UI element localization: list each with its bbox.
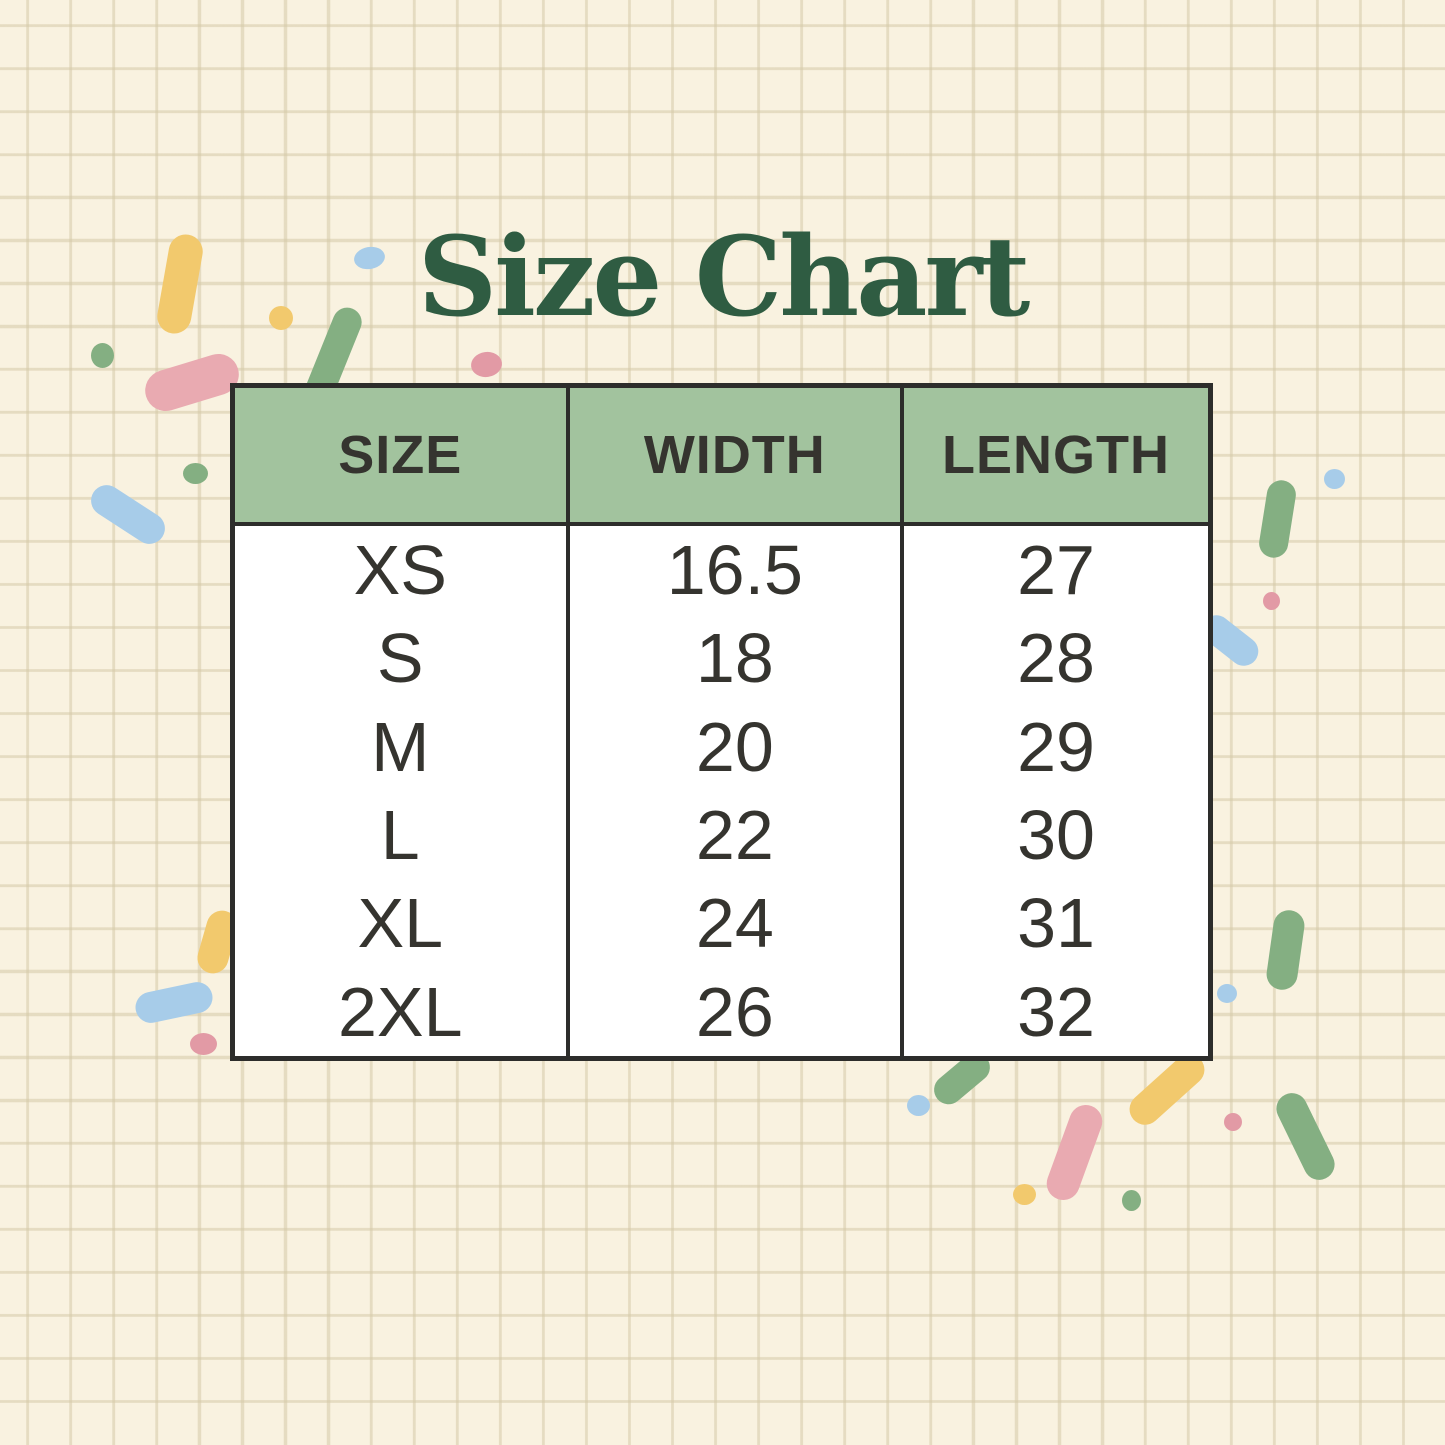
cell-length: 28 bbox=[904, 614, 1208, 703]
cell-width: 20 bbox=[569, 702, 905, 791]
confetti-dot bbox=[269, 306, 293, 330]
cell-length: 30 bbox=[904, 791, 1208, 880]
cell-length: 32 bbox=[904, 967, 1208, 1056]
confetti-pill bbox=[1264, 908, 1306, 992]
page-title: Size Chart bbox=[417, 212, 1031, 341]
confetti-dot bbox=[90, 342, 114, 368]
cell-width: 16.5 bbox=[569, 526, 905, 615]
confetti-dot bbox=[182, 462, 208, 484]
confetti-dot bbox=[1217, 983, 1237, 1003]
cell-size: S bbox=[235, 614, 570, 703]
cell-length: 31 bbox=[904, 879, 1208, 968]
confetti-dot bbox=[1121, 1189, 1141, 1211]
cell-size: L bbox=[235, 791, 570, 880]
column-header-length: LENGTH bbox=[904, 388, 1208, 526]
confetti-dot bbox=[1323, 469, 1345, 489]
confetti-pill bbox=[132, 978, 216, 1026]
confetti-pill bbox=[85, 478, 171, 550]
cell-width: 18 bbox=[569, 614, 905, 703]
confetti-dot bbox=[1012, 1183, 1036, 1205]
column-header-width: WIDTH bbox=[569, 388, 905, 526]
cell-length: 27 bbox=[904, 526, 1208, 615]
cell-size: XS bbox=[235, 526, 570, 615]
cell-width: 22 bbox=[569, 791, 905, 880]
confetti-pill bbox=[1041, 1099, 1107, 1205]
cell-size: XL bbox=[235, 879, 570, 968]
confetti-dot bbox=[906, 1094, 930, 1116]
cell-length: 29 bbox=[904, 702, 1208, 791]
confetti-dot bbox=[1224, 1113, 1242, 1131]
confetti-dot bbox=[468, 349, 504, 379]
confetti-dot bbox=[1262, 592, 1280, 610]
cell-size: M bbox=[235, 702, 570, 791]
confetti-pill bbox=[1270, 1087, 1340, 1185]
confetti-pill bbox=[1256, 478, 1298, 560]
confetti-pill bbox=[140, 348, 244, 416]
confetti-dot bbox=[189, 1033, 217, 1055]
cell-width: 24 bbox=[569, 879, 905, 968]
size-table: SIZE WIDTH LENGTH XS 16.5 27 S 18 28 M 20 29 L 22 30 XL… bbox=[230, 383, 1213, 1061]
column-header-size: SIZE bbox=[235, 388, 570, 526]
cell-size: 2XL bbox=[235, 967, 570, 1056]
cell-width: 26 bbox=[569, 967, 905, 1056]
